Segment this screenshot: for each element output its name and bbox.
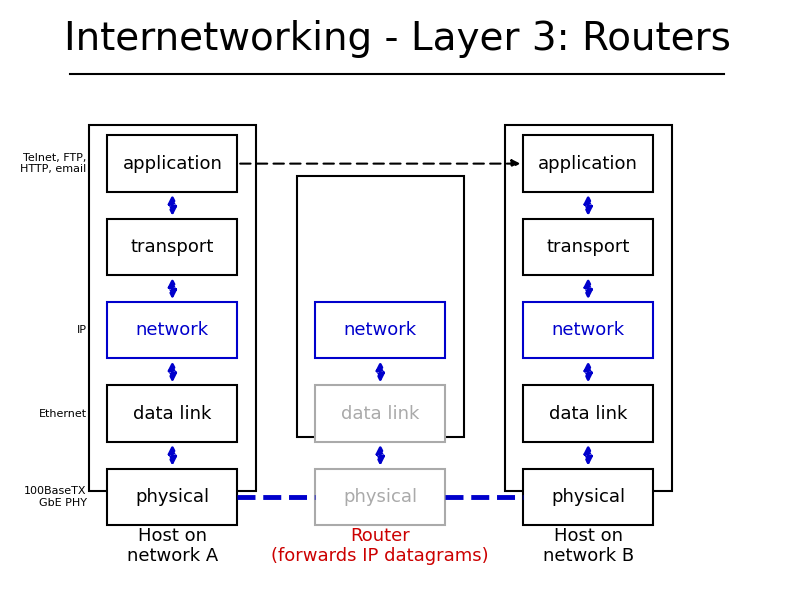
FancyBboxPatch shape [523,136,653,192]
FancyBboxPatch shape [107,386,237,441]
Text: physical: physical [343,488,418,506]
FancyBboxPatch shape [89,125,256,491]
Text: network: network [136,321,209,339]
Text: Ethernet: Ethernet [39,409,87,418]
FancyBboxPatch shape [523,302,653,358]
Text: transport: transport [546,238,630,256]
FancyBboxPatch shape [297,176,464,437]
FancyBboxPatch shape [315,386,445,441]
Text: network: network [344,321,417,339]
Text: data link: data link [549,405,627,422]
Text: network: network [552,321,625,339]
Text: Router
(forwards IP datagrams): Router (forwards IP datagrams) [272,527,489,565]
FancyBboxPatch shape [523,386,653,441]
Text: 100BaseTX
GbE PHY: 100BaseTX GbE PHY [24,486,87,508]
Text: IP: IP [77,325,87,335]
Text: Internetworking - Layer 3: Routers: Internetworking - Layer 3: Routers [64,20,730,58]
Text: physical: physical [135,488,210,506]
FancyBboxPatch shape [107,302,237,358]
FancyBboxPatch shape [315,469,445,525]
Text: transport: transport [131,238,214,256]
FancyBboxPatch shape [107,469,237,525]
FancyBboxPatch shape [315,302,445,358]
FancyBboxPatch shape [505,125,672,491]
Text: Telnet, FTP,
HTTP, email: Telnet, FTP, HTTP, email [21,153,87,174]
Text: Host on
network A: Host on network A [127,527,218,565]
FancyBboxPatch shape [523,219,653,275]
Text: data link: data link [341,405,419,422]
Text: physical: physical [551,488,625,506]
Text: data link: data link [133,405,211,422]
Text: application: application [538,155,638,173]
FancyBboxPatch shape [523,469,653,525]
FancyBboxPatch shape [107,136,237,192]
Text: application: application [122,155,222,173]
FancyBboxPatch shape [107,219,237,275]
Text: Host on
network B: Host on network B [542,527,634,565]
